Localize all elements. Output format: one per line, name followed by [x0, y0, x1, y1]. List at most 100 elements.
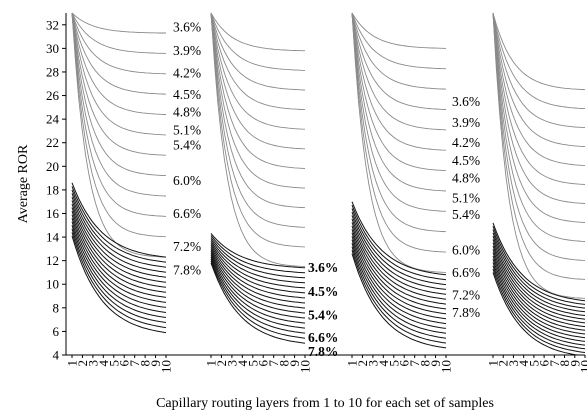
series-line-upper-p2-2 [210, 12, 306, 71]
x-tick-label-p2-2: 2 [214, 360, 229, 367]
series-line-lower-p4-12 [492, 259, 586, 342]
bold-series-label-2: 4.5% [308, 284, 338, 299]
series-line-upper-p1-3 [71, 12, 167, 75]
y-tick-label-9: 20 [46, 159, 59, 174]
x-tick-label-p3-10: 10 [439, 360, 454, 373]
series-label-p1-10: 7.2% [173, 239, 201, 254]
y-tick-label-6: 14 [46, 230, 60, 245]
series-line-upper-p4-9 [492, 12, 586, 242]
series-line-lower-p2-4 [210, 239, 306, 284]
x-tick-label-p4-10: 10 [578, 360, 587, 373]
series-line-lower-p4-16 [492, 272, 585, 356]
x-tick-label-p4-7: 7 [547, 360, 562, 367]
series-line-lower-p1-12 [71, 221, 167, 313]
series-line-upper-p1-7 [71, 12, 167, 156]
series-line-upper-p3-5 [351, 12, 447, 131]
series-line-lower-p2-6 [210, 243, 306, 294]
series-line-lower-p4-14 [492, 265, 586, 350]
x-tick-label-p3-6: 6 [397, 360, 412, 367]
x-tick-label-p1-5: 5 [106, 360, 121, 367]
series-line-lower-p1-8 [71, 207, 167, 293]
series-line-lower-p2-11 [210, 252, 306, 319]
series-line-upper-p1-10 [71, 12, 167, 217]
series-line-upper-p2-11 [210, 12, 306, 248]
bold-series-label-5: 7.8% [308, 344, 338, 359]
y-tick-label-3: 8 [53, 300, 60, 315]
series-line-lower-p2-1 [210, 233, 306, 269]
x-tick-label-p3-2: 2 [355, 360, 370, 367]
series-line-lower-p3-16 [351, 253, 447, 349]
series-layer [71, 12, 586, 356]
series-line-lower-p2-12 [210, 254, 306, 324]
series-line-upper-p2-8 [210, 12, 306, 189]
series-label-p4-1: 3.6% [452, 94, 480, 109]
series-line-lower-p3-15 [351, 249, 447, 344]
series-line-lower-p4-1 [492, 222, 586, 302]
x-tick-label-p2-6: 6 [256, 360, 271, 367]
x-tick-label-p4-4: 4 [516, 360, 531, 367]
x-tick-label-p1-10: 10 [159, 360, 174, 373]
y-tick-label-15: 32 [46, 17, 59, 32]
series-line-lower-p1-15 [71, 232, 167, 329]
series-line-lower-p1-2 [71, 186, 167, 263]
series-line-upper-p4-4 [492, 12, 586, 148]
series-line-lower-p1-7 [71, 203, 167, 288]
series-line-upper-p2-6 [210, 12, 306, 150]
series-line-lower-p2-5 [210, 241, 306, 289]
x-tick-label-p3-3: 3 [365, 360, 380, 367]
series-line-lower-p3-12 [351, 239, 447, 329]
series-line-lower-p1-14 [71, 228, 167, 323]
x-tick-label-p4-3: 3 [506, 360, 521, 367]
series-line-upper-p4-2 [492, 12, 586, 110]
axes-layer [62, 13, 586, 358]
series-line-lower-p3-6 [351, 218, 447, 300]
x-tick-label-p4-5: 5 [526, 360, 541, 367]
x-tick-label-p1-3: 3 [85, 360, 100, 367]
series-line-upper-p1-8 [71, 12, 167, 177]
series-line-upper-p3-9 [351, 12, 447, 212]
series-line-upper-p3-2 [351, 12, 446, 70]
series-label-p1-11: 7.8% [173, 263, 201, 278]
series-line-upper-p1-1 [71, 12, 166, 34]
x-tick-label-p4-9: 9 [567, 360, 582, 367]
series-line-upper-p2-5 [210, 12, 306, 130]
series-line-upper-p3-4 [351, 12, 447, 110]
series-line-upper-p1-6 [71, 12, 167, 136]
x-tick-label-p2-8: 8 [277, 360, 292, 367]
y-tick-label-10: 22 [46, 135, 59, 150]
x-axis-title: Capillary routing layers from 1 to 10 fo… [156, 396, 494, 411]
series-line-upper-p4-5 [492, 12, 586, 167]
series-label-p4-2: 3.9% [452, 115, 480, 130]
series-line-lower-p1-10 [71, 214, 167, 303]
series-label-p1-8: 6.0% [173, 173, 201, 188]
series-line-upper-p1-2 [71, 12, 167, 54]
series-line-upper-p1-4 [71, 12, 167, 95]
series-line-lower-p4-4 [492, 232, 586, 313]
series-line-upper-p3-11 [351, 12, 447, 253]
series-line-upper-p4-7 [492, 12, 586, 204]
x-tick-label-p2-7: 7 [266, 360, 281, 367]
series-line-lower-p3-14 [351, 246, 447, 339]
x-tick-label-p2-3: 3 [224, 360, 239, 367]
series-line-lower-p3-10 [351, 232, 447, 320]
x-tick-label-p3-4: 4 [376, 360, 391, 367]
series-line-upper-p1-12 [71, 12, 167, 258]
series-line-lower-p4-10 [492, 252, 586, 335]
x-tick-label-p4-6: 6 [537, 360, 552, 367]
series-line-lower-p4-3 [492, 229, 586, 309]
x-tick-label-p3-7: 7 [407, 360, 422, 367]
x-tick-label-p2-9: 9 [287, 360, 302, 367]
series-line-upper-p2-9 [210, 12, 306, 209]
series-line-upper-p4-6 [492, 12, 586, 185]
series-label-p1-9: 6.6% [173, 206, 201, 221]
x-tick-label-p4-2: 2 [496, 360, 511, 367]
x-tick-label-p3-5: 5 [386, 360, 401, 367]
y-tick-label-5: 12 [46, 253, 59, 268]
series-line-lower-p4-2 [492, 226, 586, 305]
x-tick-label-p1-4: 4 [96, 360, 111, 367]
bold-series-label-1: 3.6% [308, 260, 338, 275]
y-tick-label-7: 16 [46, 206, 60, 221]
y-tick-label-4: 10 [46, 277, 59, 292]
